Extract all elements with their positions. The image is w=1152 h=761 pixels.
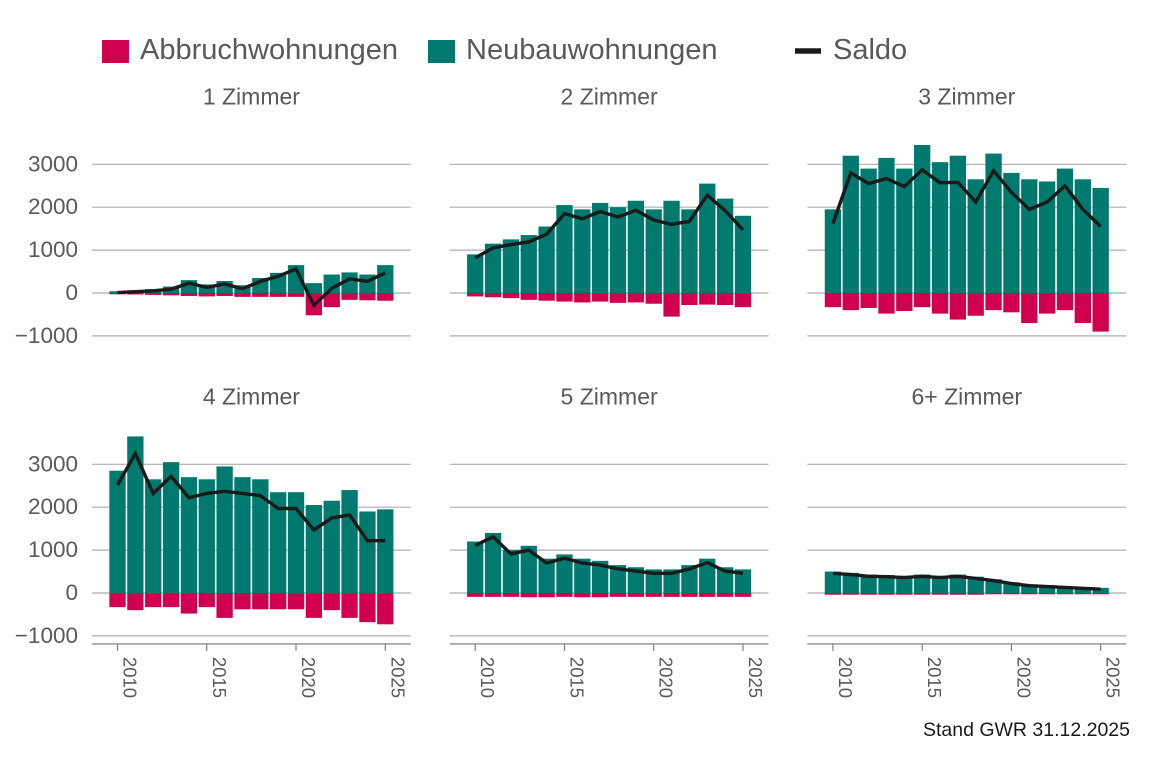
svg-text:3000: 3000: [28, 151, 78, 176]
svg-text:2025: 2025: [1103, 657, 1124, 698]
svg-text:2015: 2015: [924, 657, 945, 698]
svg-text:2000: 2000: [28, 194, 78, 219]
svg-text:5 Zimmer: 5 Zimmer: [561, 384, 658, 410]
svg-text:2020: 2020: [298, 657, 319, 698]
svg-text:2025: 2025: [387, 657, 408, 698]
svg-text:2010: 2010: [477, 657, 498, 698]
svg-text:1000: 1000: [28, 537, 78, 562]
svg-text:−1000: −1000: [15, 323, 78, 348]
svg-text:3000: 3000: [28, 451, 78, 476]
svg-text:2025: 2025: [745, 657, 766, 698]
svg-text:2010: 2010: [835, 657, 856, 698]
svg-text:2015: 2015: [209, 657, 230, 698]
svg-text:−1000: −1000: [15, 623, 78, 648]
svg-text:1000: 1000: [28, 237, 78, 262]
svg-text:2 Zimmer: 2 Zimmer: [561, 84, 658, 110]
svg-text:2000: 2000: [28, 494, 78, 519]
svg-text:3 Zimmer: 3 Zimmer: [918, 84, 1015, 110]
svg-text:0: 0: [65, 580, 78, 605]
svg-text:2015: 2015: [567, 657, 588, 698]
svg-text:0: 0: [65, 280, 78, 305]
svg-text:2020: 2020: [656, 657, 677, 698]
svg-text:1 Zimmer: 1 Zimmer: [203, 84, 300, 110]
svg-text:4 Zimmer: 4 Zimmer: [203, 384, 300, 410]
svg-text:6+ Zimmer: 6+ Zimmer: [912, 384, 1023, 410]
svg-text:2010: 2010: [120, 657, 141, 698]
svg-text:2020: 2020: [1013, 657, 1034, 698]
